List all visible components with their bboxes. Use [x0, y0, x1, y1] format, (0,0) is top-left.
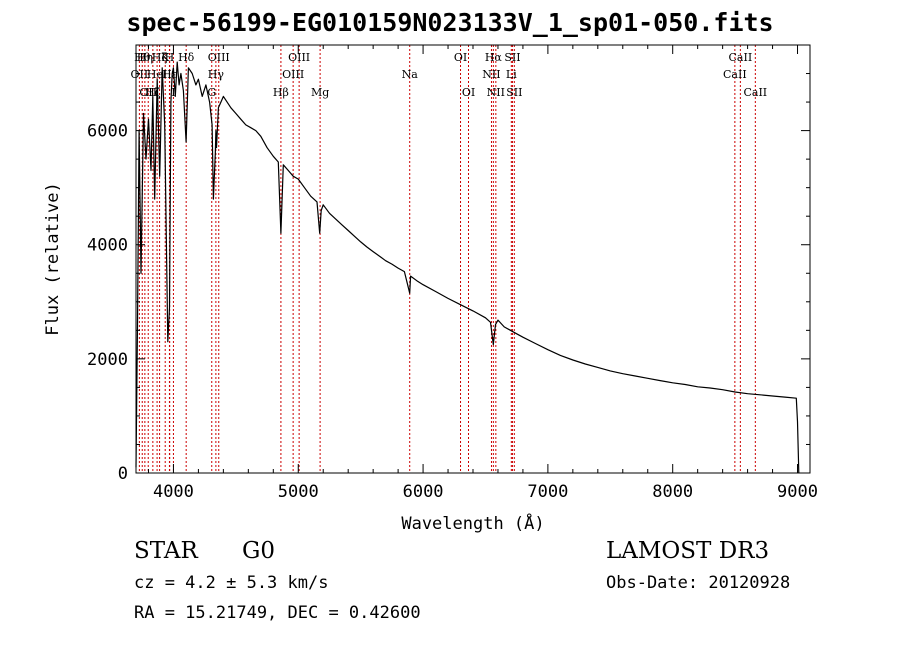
line-label-5: HeI [147, 68, 167, 81]
y-tick-label: 0 [118, 464, 128, 484]
line-label-14: OIII [208, 51, 230, 64]
flux-series [135, 61, 800, 474]
line-labels: OIIHθHηOIIHζHeIHζKHHεIHδGHγOIIIHβOIIIOII… [131, 51, 768, 99]
line-label-24: NII [487, 86, 505, 99]
line-label-4: Hζ [145, 86, 161, 99]
line-label-16: OIII [282, 68, 304, 81]
line-label-15: Hβ [273, 86, 289, 99]
redshift-text: cz = 4.2 ± 5.3 km/s [134, 573, 329, 593]
line-label-25: Li [506, 68, 517, 81]
line-label-7: K [161, 51, 170, 64]
line-label-18: Mg [311, 86, 329, 99]
line-label-23: Hα [485, 51, 503, 64]
line-label-13: Hγ [208, 68, 225, 81]
axis-ticks: 4000 5000 6000 7000 8000 9000 0 2000 4000 6000 [87, 44, 818, 502]
x-tick-label: 6000 [403, 482, 444, 502]
line-label-26: SII [504, 51, 520, 64]
line-label-22: NII [482, 68, 500, 81]
y-tick-label: 2000 [87, 350, 128, 370]
x-axis-label: Wavelength (Å) [401, 512, 544, 534]
survey-name: LAMOST DR3 [606, 538, 770, 564]
line-label-9: Hε [162, 68, 178, 81]
line-label-20: OI [454, 51, 467, 64]
x-tick-label: 9000 [777, 482, 818, 502]
y-axis-label: Flux (relative) [43, 182, 63, 336]
line-label-12: G [207, 86, 216, 99]
chart-title: spec-56199-EG010159N023133V_1_sp01-050.f… [126, 8, 774, 37]
flux-line [135, 61, 800, 474]
line-label-3: OII [139, 86, 157, 99]
line-label-19: Na [402, 68, 419, 81]
line-label-29: CaII [729, 51, 753, 64]
coordinates: RA = 15.21749, DEC = 0.42600 [134, 603, 421, 623]
line-label-0: OII [131, 68, 149, 81]
y-tick-label: 6000 [87, 122, 128, 142]
x-tick-label: 4000 [153, 482, 194, 502]
y-tick-label: 4000 [87, 236, 128, 256]
line-label-17: OIII [288, 51, 310, 64]
line-label-2: Hη [137, 51, 153, 64]
object-subclass: G0 [242, 538, 276, 564]
line-label-6: Hζ [152, 51, 168, 64]
plot-frame [135, 44, 811, 474]
x-tick-label: 5000 [278, 482, 319, 502]
line-label-11: Hδ [178, 51, 195, 64]
emission-line-markers [138, 45, 756, 473]
line-label-28: CaII [723, 68, 747, 81]
line-label-10: I [171, 86, 175, 99]
object-class: STAR [134, 538, 198, 564]
x-tick-label: 8000 [652, 482, 693, 502]
line-label-30: CaII [743, 86, 767, 99]
obs-date: Obs-Date: 20120928 [606, 573, 791, 593]
line-label-8: H [165, 51, 175, 64]
line-label-1: Hθ [134, 51, 151, 64]
line-label-21: OI [462, 86, 475, 99]
line-label-27: SII [506, 86, 522, 99]
x-tick-label: 7000 [527, 482, 568, 502]
